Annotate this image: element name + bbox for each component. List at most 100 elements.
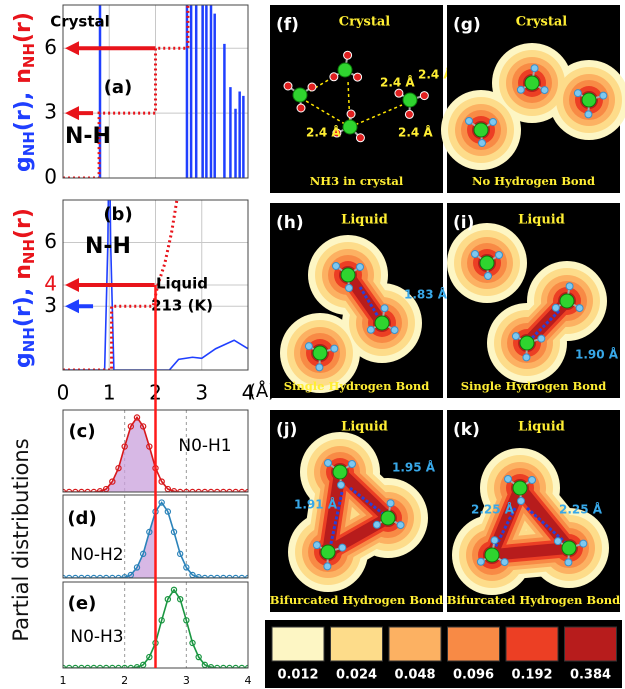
hydrogen [530, 64, 539, 73]
marker [226, 574, 233, 578]
marker [201, 661, 209, 668]
panel-caption: Bifurcated Hydrogen Bond [270, 593, 443, 607]
hydrogen [476, 557, 485, 566]
panel-title: Crystal [339, 15, 390, 30]
label-sub: NH [20, 239, 38, 264]
marker [109, 478, 116, 485]
y-axis-label: gNH(r),nNH(r) [11, 208, 38, 368]
marker [207, 664, 215, 668]
marker [96, 574, 104, 578]
hydrogen [390, 326, 399, 335]
marker [170, 586, 178, 594]
panel-label: (a) [104, 77, 133, 98]
y-tick-label: 6 [44, 229, 57, 253]
nitrogen [581, 92, 597, 108]
panel-label: (b) [103, 204, 132, 225]
marker [65, 574, 73, 578]
hydrogen [471, 250, 479, 258]
hydrogen [330, 344, 339, 353]
marker [121, 664, 128, 668]
hydrogen [579, 539, 588, 548]
annotation: N-H [65, 124, 111, 149]
panel-label: (g) [453, 15, 481, 35]
panel-caption: Single Hydrogen Bond [284, 379, 430, 393]
x-tick-label: 2 [121, 674, 128, 687]
arrow-head [65, 278, 79, 292]
marker [127, 423, 135, 430]
marker [232, 574, 239, 578]
hydrogen [404, 109, 414, 119]
hydrogen [332, 262, 340, 270]
line [63, 200, 248, 370]
marker [158, 499, 165, 506]
area-fill [63, 417, 156, 492]
hydrogen [522, 353, 531, 362]
panel-title: Crystal [516, 15, 567, 30]
colorbar-label: 0.096 [453, 668, 494, 683]
hydrogen [528, 476, 536, 484]
label-sub: NH [20, 131, 38, 156]
panel-label: (f) [276, 15, 299, 35]
marker [164, 596, 172, 603]
annotation: N-H [85, 234, 131, 259]
marker [158, 617, 165, 624]
annotation: Liquid [156, 275, 208, 293]
hydrogen [356, 263, 364, 271]
nitrogen [342, 119, 358, 135]
x-tick-label: 1 [60, 674, 67, 687]
hydrogen [484, 272, 492, 280]
area-fill [63, 511, 156, 578]
label-base: g [11, 156, 36, 172]
hydrogen [553, 537, 562, 546]
h-bond [492, 507, 517, 551]
marker [139, 661, 147, 668]
h-bond [525, 506, 569, 546]
hydrogen [296, 103, 306, 113]
label-base: n [11, 68, 36, 84]
panel-caption: No Hydrogen Bond [472, 174, 595, 188]
x-tick-label: 3 [195, 381, 208, 405]
marker [176, 550, 184, 558]
distance-label: 1.83 Å [404, 287, 448, 302]
hydrogen [329, 72, 339, 82]
marker [84, 574, 91, 578]
y-tick-label: 3 [44, 293, 57, 317]
colorbar-label: 0.192 [511, 668, 552, 683]
label-tail: (r) [11, 208, 36, 239]
panel-caption: Bifurcated Hydrogen Bond [447, 593, 620, 607]
colorbar-label: 0.012 [277, 668, 318, 683]
panel-caption: NH3 in crystal [310, 174, 404, 188]
marker [213, 664, 221, 668]
panel-label: (c) [68, 421, 95, 442]
marker [78, 574, 85, 578]
hydrogen [551, 303, 560, 312]
x-tick-label: 3 [183, 674, 190, 687]
hydrogen [332, 128, 342, 138]
hydrogen [372, 520, 381, 529]
marker [176, 596, 184, 603]
marker [72, 664, 79, 668]
nitrogen [340, 267, 356, 283]
hydrogen [495, 251, 503, 259]
label-base: g [11, 352, 36, 368]
hydrogen [312, 541, 321, 550]
hydrogen [396, 521, 405, 530]
marker [201, 574, 209, 578]
panel-label: (i) [453, 213, 474, 233]
marker [220, 574, 227, 578]
h-bond [527, 309, 561, 343]
hydrogen [324, 459, 332, 467]
x-tick-label: 0 [57, 381, 70, 405]
marker [133, 564, 141, 571]
marker [213, 574, 221, 578]
hydrogen [511, 332, 520, 341]
marker [232, 664, 239, 668]
distance-label: 2.4 Å [398, 125, 433, 140]
marker [133, 664, 141, 668]
nitrogen [519, 335, 535, 351]
distance-label: 2.4 Å [418, 67, 453, 82]
marker [115, 664, 122, 668]
nitrogen [312, 345, 328, 361]
distance-label: 2.4 Å [306, 125, 341, 140]
hydrogen [386, 499, 395, 508]
